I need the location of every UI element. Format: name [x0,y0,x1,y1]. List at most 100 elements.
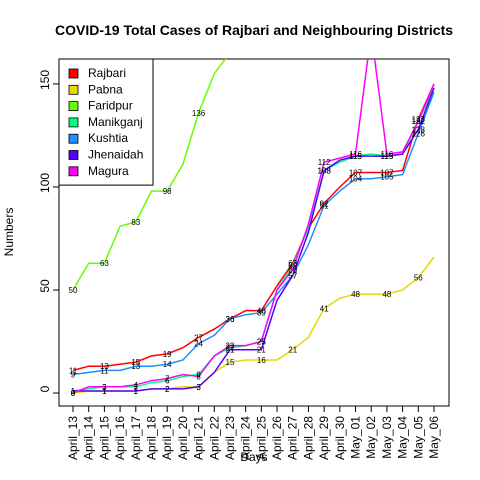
data-label: 60 [288,265,297,274]
data-label: 13 [100,362,109,371]
x-tick-label: April_15 [97,416,111,460]
data-label: 108 [317,166,331,175]
x-tick-label: April_18 [144,416,158,460]
data-label: 3 [196,383,201,392]
x-tick-label: April_25 [254,416,268,460]
data-label: 3 [102,383,107,392]
data-label: 62 [288,261,297,270]
data-label: 6 [165,377,170,386]
series-line [72,59,435,394]
data-label: 128 [412,125,426,134]
data-label: 1 [71,387,76,396]
x-tick-label: May_03 [380,416,394,459]
data-label: 132 [412,117,426,126]
data-label: 1 [134,387,139,396]
data-label: 11 [69,366,78,375]
data-label: 15 [131,358,140,367]
legend-label: Magura [88,164,129,178]
legend-swatch [68,68,79,79]
data-label: 27 [194,333,203,342]
y-axis-label: Numbers [2,208,16,257]
data-label: 107 [349,169,363,178]
x-tick-label: April_14 [82,416,96,460]
data-label: 8 [196,373,201,382]
data-label: 132 [412,117,426,126]
x-tick-label: April_29 [317,416,331,460]
series-line [72,256,435,394]
data-label: 39 [257,309,266,318]
series-line [72,59,227,291]
data-label: 13 [131,362,140,371]
series-line [72,83,435,372]
chart-title: COVID-19 Total Cases of Rajbari and Neig… [55,22,453,38]
x-tick-label: April_22 [207,416,221,460]
data-label: 7 [165,375,170,384]
x-tick-label: May_05 [411,416,425,459]
x-tick-label: May_06 [427,416,441,459]
data-label: 57 [288,272,297,281]
data-label: 115 [381,152,394,161]
data-label: 115 [349,152,362,161]
data-label: 48 [351,290,360,299]
data-label: 57 [288,272,297,281]
legend-swatch [68,133,79,144]
data-label: 98 [163,187,172,196]
data-label: 1 [134,387,139,396]
data-label: 22 [226,344,235,353]
data-label: 48 [382,290,391,299]
legend-swatch [68,84,79,95]
data-label: 92 [320,199,329,208]
data-label: 14 [163,360,172,369]
data-label: 56 [414,274,423,283]
data-label: 0 [71,389,76,398]
data-label: 116 [349,150,362,159]
legend-swatch [68,101,79,111]
data-label: 1 [102,387,107,396]
plot-frame [58,58,450,407]
data-label: 3 [196,383,201,392]
data-label: 116 [381,150,394,159]
data-label: 23 [226,342,235,351]
data-label: 19 [163,350,172,359]
data-label: 2 [165,385,170,394]
legend-swatch [68,166,79,177]
data-label: 24 [194,340,203,349]
data-label: 104 [349,175,363,184]
series-line [73,87,435,392]
data-label: 115 [349,152,362,161]
x-tick-label: April_24 [239,416,253,460]
data-label: 11 [100,366,109,375]
data-label: 36 [226,315,235,324]
data-label: 2 [165,385,170,394]
data-label: 83 [131,218,140,227]
legend-label: Rajbari [88,66,126,80]
data-label: 115 [381,152,394,161]
data-label: 40 [257,307,266,316]
legend-swatch [68,150,79,160]
data-label: 105 [380,173,394,182]
y-tick-label: 100 [38,173,52,193]
x-tick-label: April_19 [160,416,174,460]
x-tick-label: April_20 [176,416,190,460]
data-label: 25 [257,338,266,347]
data-label: 108 [317,166,331,175]
legend-label: Jhenaidah [88,148,143,162]
y-tick-label: 50 [38,279,52,293]
x-tick-label: April_13 [66,416,80,460]
data-label: 15 [226,358,235,367]
data-label: 133 [412,115,426,124]
data-label: 9 [71,370,76,379]
data-label: 4 [134,381,139,390]
data-label: 126 [412,129,426,138]
x-tick-label: April_28 [301,416,315,460]
data-label: 21 [288,346,297,355]
legend-label: Faridpur [88,99,133,113]
x-tick-label: April_27 [286,416,300,460]
y-tick-label: 150 [38,70,52,90]
x-tick-label: April_16 [113,416,127,460]
plot-area [72,59,435,394]
x-tick-label: April_23 [223,416,237,460]
data-label: 0 [71,389,76,398]
x-tick-label: April_30 [333,416,347,460]
legend-label: Manikganj [88,115,143,129]
